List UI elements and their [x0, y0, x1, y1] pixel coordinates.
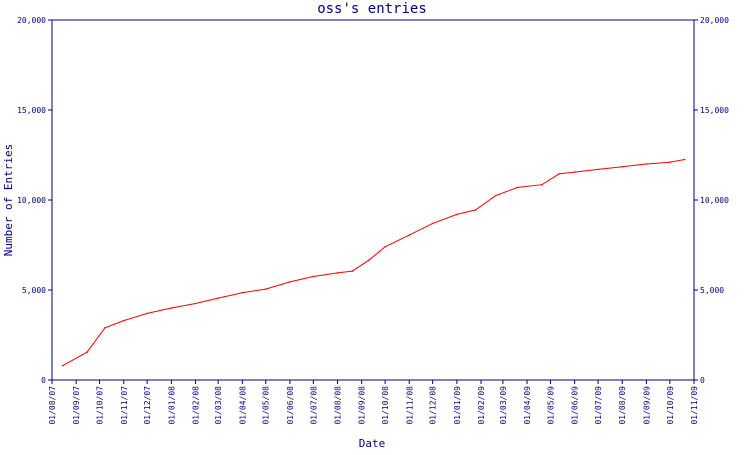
y-tick-label-right: 20,000 — [700, 16, 729, 25]
x-tick-label: 01/04/09 — [523, 386, 532, 425]
entries-data-point — [384, 246, 386, 248]
entries-data-point — [456, 213, 458, 216]
x-tick-label: 01/10/09 — [666, 386, 675, 425]
x-tick-label: 01/08/08 — [334, 386, 343, 425]
entries-data-point — [264, 288, 267, 290]
x-tick-label: 01/02/08 — [192, 386, 201, 425]
x-tick-label: 01/03/09 — [499, 386, 508, 425]
x-tick-label: 01/09/08 — [358, 386, 367, 425]
entries-data-point — [336, 272, 339, 274]
entries-data-point — [367, 259, 370, 262]
y-tick-label-right: 0 — [700, 376, 705, 385]
entries-data-point — [516, 186, 519, 189]
y-tick-label-left: 20,000 — [17, 16, 46, 25]
entries-data-point — [217, 297, 219, 299]
entries-series-line — [62, 159, 685, 367]
x-tick-label: 01/07/09 — [594, 386, 603, 425]
entries-data-point — [170, 307, 173, 309]
x-tick-label: 01/07/08 — [309, 386, 318, 425]
entries-data-point — [241, 291, 244, 294]
x-tick-label: 01/01/09 — [453, 386, 462, 425]
entries-data-point — [683, 158, 686, 161]
entries-data-point — [597, 168, 599, 171]
entries-data-point — [146, 312, 148, 315]
x-axis-title: Date — [359, 437, 386, 450]
entries-data-point — [495, 194, 497, 197]
entries-data-point — [621, 165, 624, 168]
x-tick-label: 01/05/08 — [262, 386, 271, 425]
entries-data-point — [351, 270, 354, 272]
x-tick-label: 01/08/09 — [618, 386, 627, 425]
x-tick-label: 01/11/08 — [405, 386, 414, 425]
x-tick-label: 01/02/09 — [477, 386, 486, 425]
x-tick-label: 01/10/08 — [381, 386, 390, 425]
plot-area — [51, 19, 695, 381]
y-tick-label-right: 10,000 — [700, 196, 729, 205]
x-tick-label: 01/06/08 — [286, 386, 295, 425]
x-tick-label: 01/06/09 — [571, 386, 580, 425]
x-axis: 01/08/07 01/09/07 01/10/07 01/11/07 01/12/07… — [48, 380, 699, 425]
entries-data-point — [104, 327, 106, 329]
y-tick-label-left: 10,000 — [17, 196, 46, 205]
x-tick-label: 01/08/07 — [48, 386, 57, 425]
entries-data-point — [289, 281, 291, 283]
y-tick-label-right: 5,000 — [700, 286, 724, 295]
series-layer — [62, 158, 686, 367]
y-tick-label-left: 15,000 — [17, 106, 46, 115]
entries-data-point — [62, 364, 64, 367]
x-tick-label: 01/11/09 — [690, 386, 699, 425]
entries-data-point — [194, 302, 197, 305]
entries-data-point — [312, 275, 315, 278]
x-tick-label: 01/12/07 — [143, 386, 152, 425]
y-tick-label-right: 15,000 — [700, 106, 729, 115]
entries-data-point — [669, 161, 671, 163]
entries-data-point — [645, 163, 648, 165]
x-tick-label: 01/10/07 — [96, 386, 105, 425]
chart-title: oss's entries — [317, 1, 427, 17]
entries-data-point — [86, 351, 88, 353]
entries-data-point — [558, 173, 560, 175]
y-axis-left: 0 5,000 10,000 15,000 20,000 — [17, 16, 52, 385]
x-tick-label: 01/05/09 — [546, 386, 555, 425]
x-tick-label: 01/11/07 — [120, 386, 129, 425]
entries-data-point — [431, 222, 434, 225]
entries-data-point — [474, 209, 477, 211]
y-axis-right: 0 5,000 10,000 15,000 20,000 — [694, 16, 729, 385]
x-tick-label: 01/03/08 — [214, 386, 223, 425]
entries-data-point — [408, 234, 411, 236]
x-tick-label: 01/09/09 — [642, 386, 651, 425]
x-tick-label: 01/04/08 — [238, 386, 247, 425]
entries-data-point — [573, 171, 576, 173]
y-tick-label-left: 5,000 — [22, 286, 46, 295]
y-tick-label-left: 0 — [41, 376, 46, 385]
x-tick-label: 01/01/08 — [167, 386, 176, 425]
x-tick-label: 01/12/08 — [429, 386, 438, 425]
x-tick-label: 01/09/07 — [72, 386, 81, 425]
y-axis-title: Number of Entries — [2, 144, 15, 257]
entries-data-point — [122, 319, 125, 322]
entries-data-point — [541, 183, 543, 186]
